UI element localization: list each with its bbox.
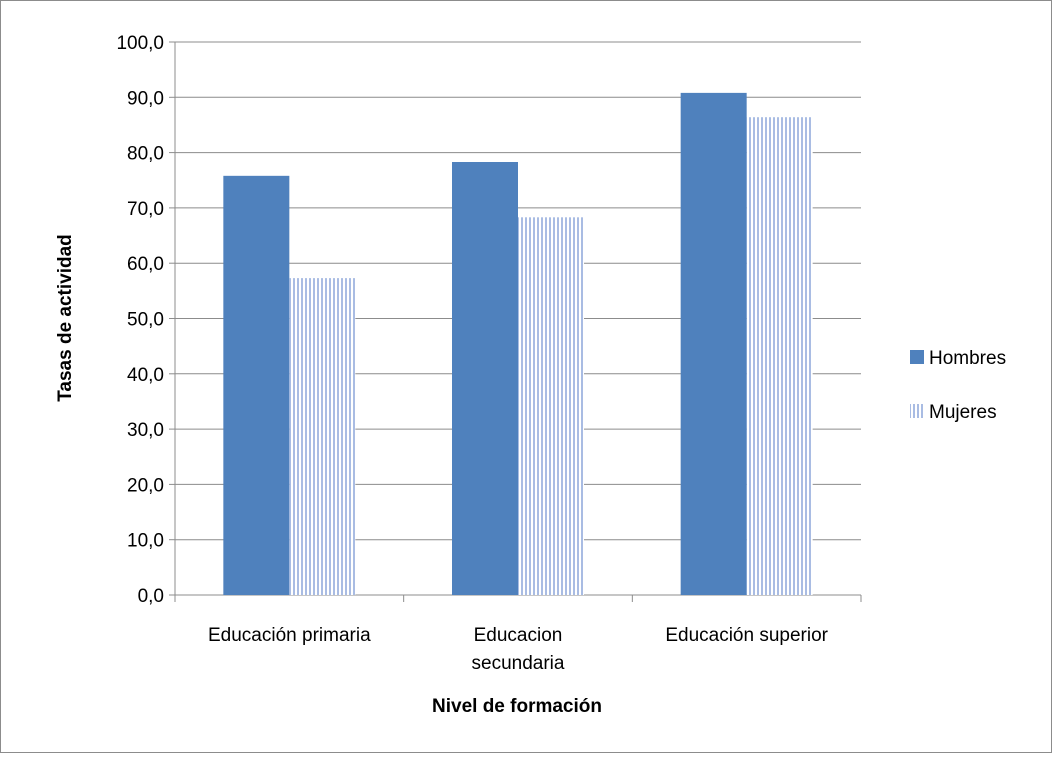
- bar-hombres: [680, 92, 747, 595]
- legend: Hombres Mujeres: [910, 348, 1006, 423]
- y-tick-label: 100,0: [116, 33, 164, 54]
- y-tick-label: 90,0: [127, 88, 164, 109]
- x-tick-label: secundaria: [472, 653, 565, 674]
- y-tick-label: 60,0: [127, 254, 164, 275]
- x-tick-label: Educación superior: [665, 625, 828, 646]
- y-tick-label: 40,0: [127, 365, 164, 386]
- y-tick-label: 70,0: [127, 199, 164, 220]
- y-tick-label: 80,0: [127, 144, 164, 165]
- x-tick-label: Educación primaria: [208, 625, 371, 646]
- y-tick-label: 30,0: [127, 420, 164, 441]
- tick-labels: 0,0 10,0 20,0 30,0 40,0 50,0 60,0 70,0 80,0 90,0 1…: [116, 33, 828, 674]
- legend-label-mujeres: Mujeres: [929, 402, 997, 423]
- bar-mujeres: [746, 117, 813, 595]
- legend-label-hombres: Hombres: [929, 348, 1006, 369]
- x-axis-title: Nivel de formación: [432, 696, 602, 717]
- bar-hombres: [452, 162, 518, 595]
- bar-hombres: [223, 175, 290, 596]
- y-tick-label: 20,0: [127, 475, 164, 496]
- bar-mujeres: [518, 217, 584, 595]
- legend-swatch-hombres: [910, 350, 924, 364]
- bars: [223, 92, 813, 596]
- y-tick-label: 50,0: [127, 310, 164, 331]
- y-tick-label: 10,0: [127, 531, 164, 552]
- y-axis-title: Tasas de actividad: [55, 234, 76, 402]
- x-tick-label: Educacion: [474, 625, 563, 646]
- legend-swatch-mujeres: [910, 404, 924, 418]
- y-tick-label: 0,0: [138, 586, 164, 607]
- bar-mujeres: [289, 278, 356, 595]
